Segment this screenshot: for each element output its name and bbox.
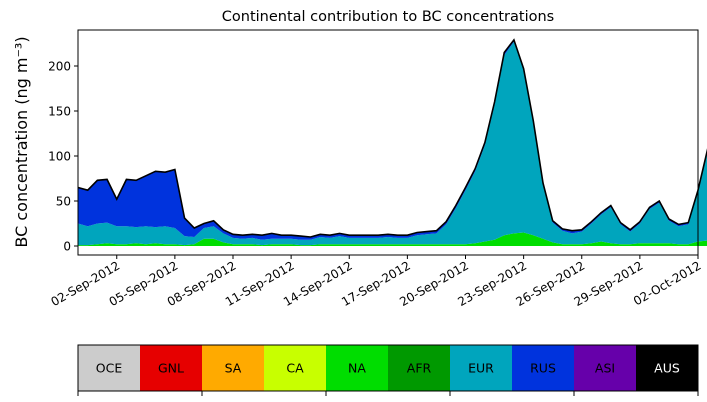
legend-swatch-rus xyxy=(512,345,575,391)
y-tick-label: 0 xyxy=(63,240,71,254)
legend-label-gnl: GNL xyxy=(158,361,184,376)
plot-frame xyxy=(77,29,699,256)
x-axis: 02-Sep-201205-Sep-201208-Sep-201211-Sep-… xyxy=(49,255,704,309)
y-tick-label: 150 xyxy=(48,105,71,119)
legend-swatch-oce xyxy=(78,345,141,391)
total-concentration-line xyxy=(77,38,707,238)
legend-swatch-afr xyxy=(388,345,451,391)
legend-swatch-asi xyxy=(574,345,637,391)
legend-swatch-aus xyxy=(636,345,699,391)
y-tick-label: 200 xyxy=(48,60,71,74)
legend-label-sa: SA xyxy=(225,361,242,376)
legend-swatch-sa xyxy=(202,345,265,391)
legend-swatch-ca xyxy=(264,345,327,391)
legend-swatch-eur xyxy=(450,345,513,391)
legend-label-asi: ASI xyxy=(595,361,615,376)
legend-label-oce: OCE xyxy=(96,361,123,376)
area-na xyxy=(78,232,707,246)
legend-label-eur: EUR xyxy=(468,361,494,376)
area-eur xyxy=(78,41,707,246)
legend-frame xyxy=(77,344,699,392)
y-tick-label: 100 xyxy=(48,150,71,164)
legend-label-rus: RUS xyxy=(530,361,556,376)
legend-label-na: NA xyxy=(348,361,366,376)
y-axis-label: BC concentration (ng m⁻³) xyxy=(12,36,31,247)
y-tick-label: 50 xyxy=(56,195,71,209)
legend-swatch-gnl xyxy=(140,345,203,391)
legend-swatch-na xyxy=(326,345,389,391)
y-axis: 0 50 100 150 200 xyxy=(48,60,78,254)
area-rus xyxy=(78,39,707,240)
stacked-areas xyxy=(78,39,707,246)
chart-title: Continental contribution to BC concentra… xyxy=(222,9,554,25)
region-legend: OCE GNL SA CA NA AFR EUR RUS ASI AUS xyxy=(77,344,699,396)
legend-label-ca: CA xyxy=(286,361,304,376)
legend-label-aus: AUS xyxy=(654,361,680,376)
legend-label-afr: AFR xyxy=(407,361,432,376)
